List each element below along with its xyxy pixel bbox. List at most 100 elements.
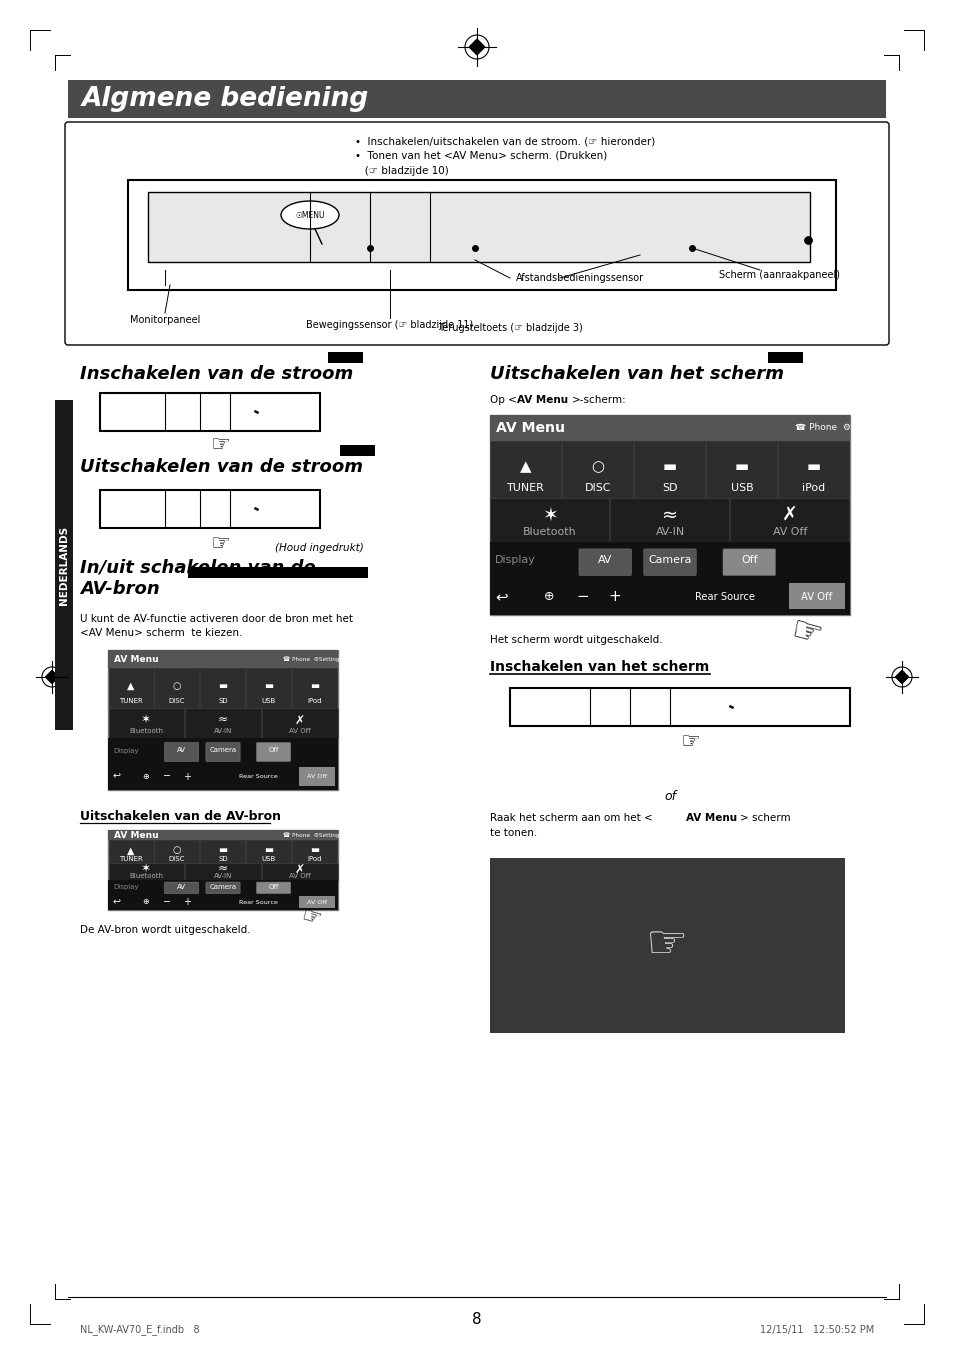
Bar	[154, 668, 199, 708]
FancyBboxPatch shape	[578, 548, 631, 575]
FancyBboxPatch shape	[206, 742, 240, 761]
Text: SD: SD	[218, 697, 228, 704]
Text: •  Inschakelen/uitschakelen van de stroom. (☞ hieronder): • Inschakelen/uitschakelen van de stroom…	[355, 135, 655, 146]
Bar	[767, 352, 802, 363]
Text: Afstandsbedieningssensor: Afstandsbedieningssensor	[516, 274, 643, 283]
Text: Uitschakelen van de stroom: Uitschakelen van de stroom	[80, 458, 363, 477]
Bar	[788, 582, 843, 609]
Text: DISC: DISC	[169, 697, 185, 704]
Polygon shape	[895, 670, 907, 684]
Bar	[261, 708, 337, 738]
Text: > scherm: > scherm	[740, 812, 790, 823]
Bar	[490, 441, 561, 498]
Bar	[200, 668, 245, 708]
Text: ⊕: ⊕	[543, 590, 554, 603]
FancyBboxPatch shape	[256, 742, 291, 761]
Bar	[185, 708, 260, 738]
Bar	[610, 498, 729, 542]
Text: USB: USB	[730, 483, 753, 493]
Text: Scherm (aanraakpaneel): Scherm (aanraakpaneel)	[719, 269, 840, 280]
Text: ▬: ▬	[264, 681, 274, 691]
Text: USB: USB	[262, 697, 275, 704]
Ellipse shape	[281, 200, 338, 229]
Text: ☎ Phone  ⚙Settings: ☎ Phone ⚙Settings	[283, 657, 342, 662]
Text: Rear Source: Rear Source	[239, 899, 277, 904]
Text: TUNER: TUNER	[119, 697, 143, 704]
Bar	[562, 441, 633, 498]
Text: +: +	[184, 896, 192, 907]
Bar	[108, 650, 337, 668]
Text: te tonen.: te tonen.	[490, 829, 537, 838]
Text: ⊕: ⊕	[142, 772, 149, 781]
Text: ▲: ▲	[127, 845, 134, 856]
Text: ▬: ▬	[310, 681, 319, 691]
Bar	[339, 445, 375, 456]
Text: Het scherm wordt uitgeschakeld.: Het scherm wordt uitgeschakeld.	[490, 635, 662, 645]
Text: −: −	[163, 896, 172, 907]
Text: ▲: ▲	[127, 681, 134, 691]
Bar	[298, 766, 335, 785]
Text: ☞: ☞	[298, 906, 322, 930]
Bar	[108, 738, 337, 764]
Text: ▬: ▬	[806, 459, 821, 474]
Bar	[128, 180, 835, 290]
Text: AV Off: AV Off	[307, 899, 327, 904]
Bar	[108, 650, 337, 789]
Text: Display: Display	[495, 555, 536, 565]
Text: ☞: ☞	[786, 613, 825, 654]
Text: AV Menu: AV Menu	[113, 654, 158, 663]
Bar	[100, 490, 319, 528]
Text: USB: USB	[262, 856, 275, 862]
Bar	[490, 498, 609, 542]
Text: TUNER: TUNER	[507, 483, 544, 493]
Text: Display: Display	[112, 884, 138, 890]
Text: NEDERLANDS: NEDERLANDS	[59, 525, 69, 605]
Bar	[298, 896, 335, 907]
Text: Bewegingssensor (☞ bladzijde 11): Bewegingssensor (☞ bladzijde 11)	[306, 320, 473, 330]
Bar	[109, 862, 184, 880]
Text: +: +	[184, 772, 192, 781]
Text: Monitorpaneel: Monitorpaneel	[130, 315, 200, 325]
Text: SD: SD	[218, 856, 228, 862]
Text: ▬: ▬	[734, 459, 748, 474]
Text: Off: Off	[740, 555, 757, 565]
Text: Bluetooth: Bluetooth	[522, 527, 577, 538]
Text: −: −	[163, 772, 172, 781]
Text: AV: AV	[598, 555, 612, 565]
Text: Camera: Camera	[210, 884, 236, 890]
Bar	[634, 441, 705, 498]
Bar	[490, 542, 849, 578]
Bar	[328, 352, 363, 363]
Bar	[185, 862, 260, 880]
Bar	[293, 668, 337, 708]
Bar	[706, 441, 777, 498]
FancyBboxPatch shape	[643, 548, 696, 575]
Text: Raak het scherm aan om het <: Raak het scherm aan om het <	[490, 812, 652, 823]
Text: iPod: iPod	[308, 856, 322, 862]
Text: −: −	[576, 589, 588, 604]
Text: In/uit schakelen van de: In/uit schakelen van de	[80, 558, 315, 575]
FancyBboxPatch shape	[722, 548, 775, 575]
Text: DISC: DISC	[584, 483, 611, 493]
Text: Uitschakelen van de AV-bron: Uitschakelen van de AV-bron	[80, 810, 281, 823]
Text: AV Menu: AV Menu	[496, 421, 564, 435]
Text: ≈: ≈	[217, 864, 228, 876]
Bar	[109, 668, 153, 708]
Text: AV Menu: AV Menu	[685, 812, 737, 823]
Text: AV: AV	[177, 884, 186, 890]
Text: ☞: ☞	[645, 923, 688, 968]
Bar	[108, 830, 337, 910]
FancyBboxPatch shape	[256, 881, 291, 894]
Text: ▬: ▬	[218, 681, 228, 691]
Bar	[261, 862, 337, 880]
Text: ↩: ↩	[495, 589, 507, 604]
Text: AV Off: AV Off	[289, 873, 310, 879]
Text: ⊕: ⊕	[142, 898, 149, 906]
Bar	[108, 894, 337, 910]
Text: ☞: ☞	[210, 533, 230, 554]
Text: Rear Source: Rear Source	[239, 774, 277, 779]
Text: 12/15/11   12:50:52 PM: 12/15/11 12:50:52 PM	[759, 1326, 873, 1335]
Text: iPod: iPod	[801, 483, 824, 493]
Text: •  Tonen van het <AV Menu> scherm. (Drukken): • Tonen van het <AV Menu> scherm. (Drukk…	[355, 152, 607, 161]
Bar	[68, 80, 885, 118]
